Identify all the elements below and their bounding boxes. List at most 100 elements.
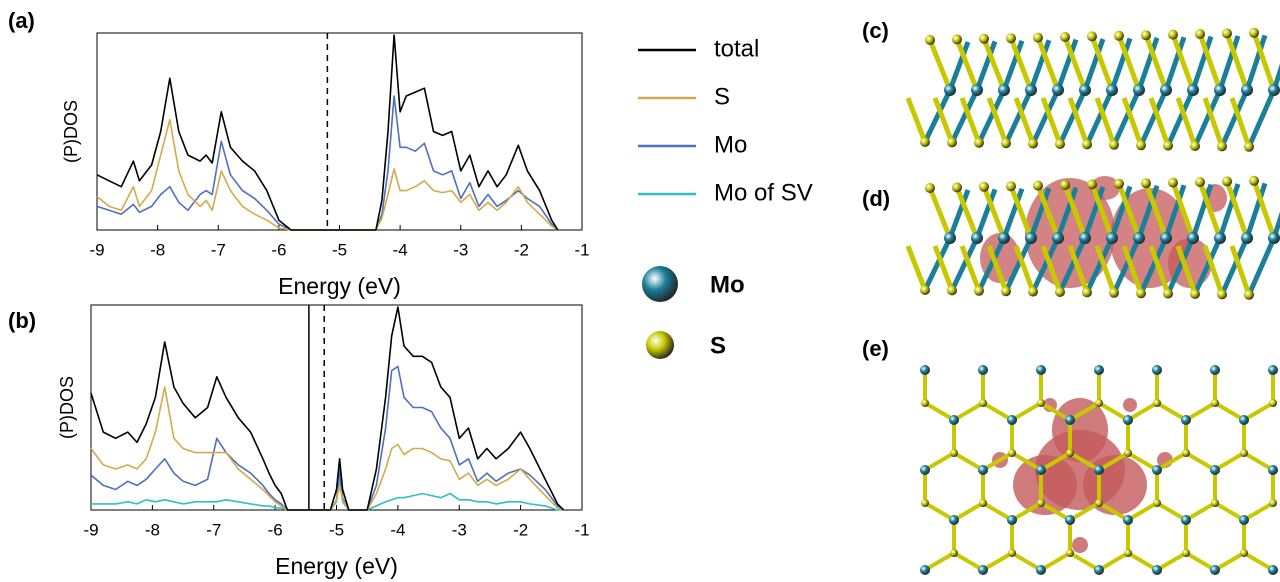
plot-frame (97, 33, 582, 230)
legend-label: S (714, 83, 730, 110)
bond (954, 403, 983, 420)
s-atom (1087, 31, 1097, 41)
s-atom (1182, 549, 1190, 557)
structure-side-view (908, 28, 1280, 152)
s-atom (921, 499, 929, 507)
s-atom (1211, 499, 1219, 507)
mo-atom (920, 365, 930, 375)
mo-atom (978, 565, 988, 575)
s-atom (1182, 449, 1190, 457)
panel-label: (e) (862, 336, 889, 361)
bond (1157, 503, 1186, 520)
x-tick-label: -6 (271, 240, 286, 259)
s-atom (950, 449, 958, 457)
s-atom (1114, 31, 1124, 41)
mo-atom (1079, 84, 1091, 96)
s-atom (925, 183, 935, 193)
panel-label: (b) (8, 308, 36, 333)
mo-atom (1160, 232, 1172, 244)
mo-atom (1187, 84, 1199, 96)
s-atom (920, 285, 930, 295)
bond (1070, 553, 1099, 570)
bond (954, 453, 983, 470)
s-atom (1168, 30, 1178, 40)
s-atom (1114, 179, 1124, 189)
mo-atom (1123, 515, 1133, 525)
s-atom (1244, 142, 1254, 152)
mo-atom (1052, 84, 1064, 96)
mo-atom (1268, 565, 1278, 575)
mo-atom (998, 84, 1010, 96)
x-tick-label: -7 (211, 240, 226, 259)
s-atom (1066, 449, 1074, 457)
bond (1099, 553, 1128, 570)
bond (1186, 403, 1215, 420)
s-atom (1163, 289, 1173, 299)
mo-atom (1036, 365, 1046, 375)
s-atom (1249, 176, 1259, 186)
mo-atom (1094, 365, 1104, 375)
bond (1128, 553, 1157, 570)
s-atom (950, 549, 958, 557)
bond (1244, 553, 1273, 570)
y-axis-label: (P)DOS (61, 100, 81, 163)
x-tick-label: -5 (332, 240, 347, 259)
structure-side-view (908, 176, 1280, 300)
s-atom (979, 34, 989, 44)
atom-label: S (710, 332, 726, 359)
legend-label: Mo of SV (714, 179, 813, 206)
s-atom (1190, 141, 1200, 151)
dos-line (91, 307, 564, 510)
bond (925, 403, 954, 420)
mo-atom (944, 232, 956, 244)
s-atom (947, 285, 957, 295)
mo-atom (971, 84, 983, 96)
s-atom (979, 182, 989, 192)
bond (908, 246, 925, 290)
s-atom (920, 137, 930, 147)
s-atom (1033, 33, 1043, 43)
bond (1186, 553, 1215, 570)
mo-atom (1239, 515, 1249, 525)
x-tick-label: -9 (89, 240, 104, 259)
mo-atom (1065, 515, 1075, 525)
s-atom (1060, 32, 1070, 42)
bond (1041, 553, 1070, 570)
s-atom (979, 399, 987, 407)
s-atom (1244, 290, 1254, 300)
mo-atom (998, 232, 1010, 244)
x-axis-label: Energy (eV) (278, 273, 401, 299)
bond (925, 553, 954, 570)
s-atom (1109, 288, 1119, 298)
mo-atom (1025, 232, 1037, 244)
mo-atom (1079, 232, 1091, 244)
s-atom (952, 182, 962, 192)
structure-top-view (920, 365, 1278, 575)
s-atom (1033, 181, 1043, 191)
mo-atom (1094, 465, 1104, 475)
s-atom (1153, 499, 1161, 507)
y-axis-label: (P)DOS (57, 376, 77, 439)
s-atom (1082, 287, 1092, 297)
mo-atom (1181, 415, 1191, 425)
mo-atom (1036, 565, 1046, 575)
s-atom (1195, 29, 1205, 39)
s-atom (1222, 176, 1232, 186)
s-atom (1211, 399, 1219, 407)
bond (1244, 403, 1273, 420)
bond (1249, 238, 1274, 295)
bond (1274, 183, 1280, 238)
s-atom (1006, 33, 1016, 43)
s-atom (1136, 140, 1146, 150)
mo-atom (978, 465, 988, 475)
x-tick-label: -1 (574, 240, 589, 259)
s-atom (947, 137, 957, 147)
s-atom (1095, 499, 1103, 507)
bond (1215, 453, 1244, 470)
dos-line (91, 367, 564, 511)
mo-atom (949, 515, 959, 525)
bond (983, 403, 1012, 420)
mo-atom (1152, 565, 1162, 575)
bond (1186, 503, 1215, 520)
s-atom (1006, 181, 1016, 191)
